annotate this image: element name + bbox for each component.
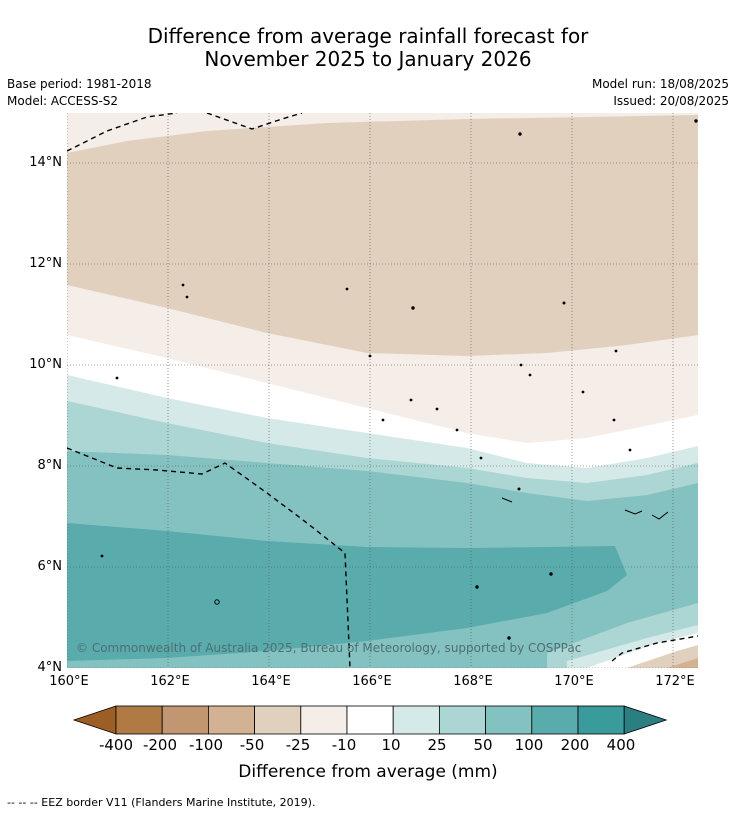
chart-title-line2: November 2025 to January 2026 bbox=[204, 47, 532, 71]
colorbar-swatch bbox=[392, 705, 440, 735]
islands bbox=[100, 119, 698, 640]
colorbar-swatch bbox=[254, 705, 302, 735]
lon-tick-166e: 166°E bbox=[352, 674, 392, 689]
lat-tick-8n: 8°N bbox=[37, 458, 63, 473]
colorbar-swatch bbox=[485, 705, 533, 735]
colorbar-label: -50 bbox=[239, 736, 265, 754]
graticule bbox=[67, 113, 698, 668]
colorbar-label: 200 bbox=[560, 736, 590, 754]
colorbar-swatch bbox=[577, 705, 625, 735]
model-text: Model: ACCESS-S2 bbox=[7, 94, 119, 108]
issued-text: Issued: 20/08/2025 bbox=[613, 94, 729, 108]
copyright-notice: © Commonwealth of Australia 2025, Bureau… bbox=[76, 641, 582, 655]
colorbar-swatch bbox=[346, 705, 394, 735]
lat-tick-6n: 6°N bbox=[37, 559, 63, 574]
lon-tick-160e: 160°E bbox=[49, 674, 89, 689]
model-run-text: Model run: 18/08/2025 bbox=[591, 77, 729, 91]
colorbar-label: -200 bbox=[142, 736, 178, 754]
lat-tick-12n: 12°N bbox=[29, 256, 62, 271]
lon-tick-168e: 168°E bbox=[453, 674, 493, 689]
colorbar-label: -25 bbox=[285, 736, 311, 754]
colorbar-swatch bbox=[438, 705, 486, 735]
band-neg25 bbox=[67, 115, 698, 356]
colorbar-swatch bbox=[115, 705, 163, 735]
colorbar bbox=[72, 705, 668, 735]
eez-border bbox=[67, 113, 698, 668]
rainfall-anomaly-map[interactable] bbox=[67, 113, 698, 668]
colorbar-label: -100 bbox=[188, 736, 224, 754]
colorbar-swatch bbox=[161, 705, 209, 735]
lat-tick-10n: 10°N bbox=[29, 357, 62, 372]
lat-tick-14n: 14°N bbox=[29, 155, 62, 170]
band-neg50-corner bbox=[667, 658, 698, 668]
colorbar-swatch bbox=[531, 705, 579, 735]
colorbar-extend-high bbox=[623, 705, 668, 735]
colorbar-label: 25 bbox=[427, 736, 447, 754]
colorbar-label: 100 bbox=[514, 736, 544, 754]
band-neg25-corner bbox=[627, 645, 698, 668]
base-period-text: Base period: 1981-2018 bbox=[7, 77, 152, 91]
lon-tick-172e: 172°E bbox=[655, 674, 695, 689]
chart-title-line1: Difference from average rainfall forecas… bbox=[147, 24, 589, 48]
colorbar-title: Difference from average (mm) bbox=[238, 762, 498, 782]
lat-tick-4n: 4°N bbox=[37, 660, 63, 675]
colorbar-swatch bbox=[207, 705, 255, 735]
colorbar-swatch bbox=[300, 705, 348, 735]
lon-tick-170e: 170°E bbox=[554, 674, 594, 689]
colorbar-label: -10 bbox=[331, 736, 357, 754]
lon-tick-164e: 164°E bbox=[251, 674, 291, 689]
colorbar-label: 50 bbox=[473, 736, 493, 754]
lon-tick-162e: 162°E bbox=[150, 674, 190, 689]
colorbar-extend-low bbox=[72, 705, 117, 735]
colorbar-label: 400 bbox=[606, 736, 636, 754]
colorbar-label: 10 bbox=[381, 736, 401, 754]
colorbar-label: -400 bbox=[98, 736, 134, 754]
eez-footnote: -- -- -- EEZ border V11 (Flanders Marine… bbox=[7, 796, 316, 809]
